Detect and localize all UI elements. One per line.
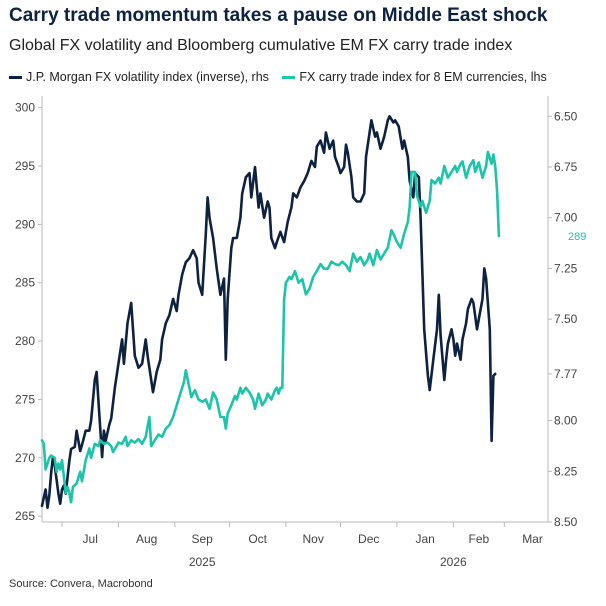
legend-item-carry: FX carry trade index for 8 EM currencies…	[282, 70, 547, 84]
x-tick-label: Jul	[83, 532, 98, 546]
year-label: 2025	[189, 555, 216, 569]
legend-item-volatility: J.P. Morgan FX volatility index (inverse…	[9, 70, 269, 84]
left-tick-label: 290	[15, 217, 35, 231]
legend-label-volatility: J.P. Morgan FX volatility index (inverse…	[26, 70, 269, 84]
end-value-label-carry: 289	[568, 231, 586, 243]
right-tick-label: 8.50	[554, 515, 578, 529]
x-tick-label: Jan	[415, 532, 434, 546]
x-tick-label: Feb	[468, 532, 489, 546]
right-tick-label: 6.50	[554, 109, 578, 123]
series-line-carry	[40, 150, 501, 504]
chart-subtitle: Global FX volatility and Bloomberg cumul…	[9, 37, 513, 54]
series-line-volatility	[40, 115, 497, 510]
left-tick-label: 300	[15, 101, 35, 115]
x-tick-label: Oct	[248, 532, 267, 546]
legend-swatch-carry	[282, 76, 296, 80]
left-tick-label: 280	[15, 334, 35, 348]
chart-title: Carry trade momentum takes a pause on Mi…	[9, 5, 548, 26]
legend: J.P. Morgan FX volatility index (inverse…	[9, 70, 557, 84]
right-tick-label: 8.25	[554, 464, 578, 478]
left-tick-label: 275	[15, 392, 35, 406]
right-tick-label: 8.00	[554, 414, 578, 428]
x-tick-label: Sep	[191, 532, 213, 546]
year-label: 2026	[440, 555, 467, 569]
x-tick-label: Nov	[303, 532, 324, 546]
right-tick-label: 7.77	[554, 367, 578, 381]
right-tick-label: 7.00	[554, 211, 578, 225]
legend-label-carry: FX carry trade index for 8 EM currencies…	[299, 70, 547, 84]
right-tick-label: 7.50	[554, 312, 578, 326]
source-note: Source: Convera, Macrobond	[9, 578, 153, 590]
right-tick-label: 7.25	[554, 261, 578, 275]
x-tick-label: Mar	[522, 532, 543, 546]
left-tick-label: 285	[15, 276, 35, 290]
left-tick-label: 270	[15, 451, 35, 465]
left-tick-label: 265	[15, 509, 35, 523]
left-tick-label: 295	[15, 159, 35, 173]
x-tick-label: Aug	[136, 532, 157, 546]
legend-swatch-volatility	[9, 76, 22, 80]
right-tick-label: 6.75	[554, 160, 578, 174]
x-tick-label: Dec	[358, 532, 379, 546]
